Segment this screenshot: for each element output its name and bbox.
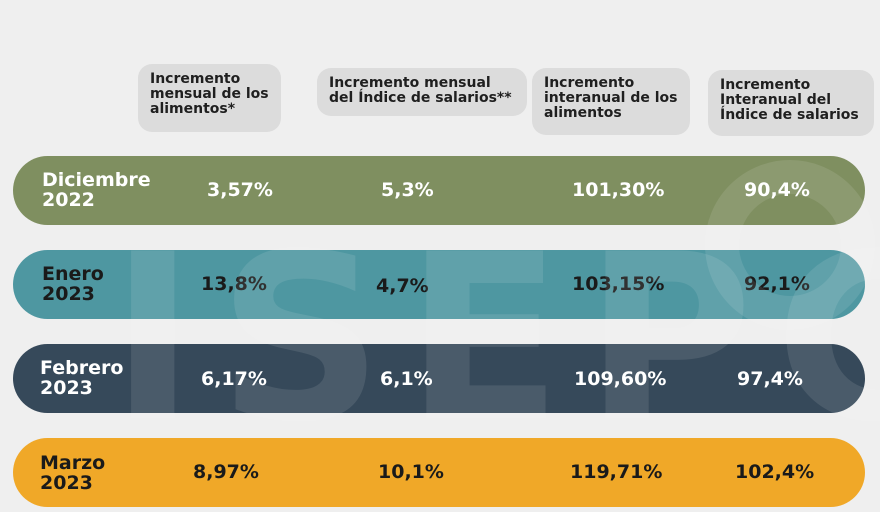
cell-yearly-food: 109,60%: [574, 368, 667, 390]
row-marzo-2023: [13, 438, 865, 507]
cell-monthly-wages: 10,1%: [378, 461, 444, 483]
header-monthly-food: Incremento mensual de los alimentos*: [138, 64, 281, 132]
header-monthly-wages-line-2: del Índice de salarios**: [329, 90, 512, 106]
row-label: Diciembre 2022: [42, 170, 151, 210]
row-label-year: 2022: [42, 189, 95, 211]
cell-monthly-food: 6,17%: [201, 368, 267, 390]
header-yearly-food-line-1: Incremento: [544, 75, 635, 91]
cell-yearly-wages: 92,1%: [744, 273, 810, 295]
cell-monthly-food: 13,8%: [201, 273, 267, 295]
cell-monthly-wages: 5,3%: [381, 179, 434, 201]
cell-monthly-food: 8,97%: [193, 461, 259, 483]
row-label-month: Enero: [42, 263, 104, 285]
row-label: Enero 2023: [42, 264, 104, 304]
header-yearly-wages-line-2: Interanual del: [720, 92, 832, 108]
header-monthly-food-line-1: Incremento: [150, 71, 241, 87]
header-monthly-food-line-3: alimentos*: [150, 101, 236, 117]
row-label-year: 2023: [42, 283, 95, 305]
cell-yearly-food: 103,15%: [572, 273, 665, 295]
row-febrero-2023: [13, 344, 865, 413]
header-yearly-wages: Incremento Interanual del Índice de sala…: [708, 70, 874, 136]
header-yearly-food-line-2: interanual de los: [544, 90, 678, 106]
header-yearly-food: Incremento interanual de los alimentos: [532, 68, 690, 135]
header-yearly-wages-line-3: Índice de salarios: [720, 107, 859, 123]
row-label-month: Marzo: [40, 452, 106, 474]
cell-monthly-food: 3,57%: [207, 179, 273, 201]
header-yearly-food-line-3: alimentos: [544, 105, 622, 121]
row-diciembre-2022: [13, 156, 865, 225]
row-label-month: Febrero: [40, 357, 124, 379]
header-monthly-wages: Incremento mensual del Índice de salario…: [317, 68, 527, 116]
row-label-month: Diciembre: [42, 169, 151, 191]
cell-yearly-wages: 97,4%: [737, 368, 803, 390]
cell-monthly-wages: 6,1%: [380, 368, 433, 390]
header-monthly-food-line-2: mensual de los: [150, 86, 269, 102]
cell-yearly-food: 119,71%: [570, 461, 663, 483]
row-label-year: 2023: [40, 472, 93, 494]
row-label: Marzo 2023: [40, 453, 105, 493]
header-yearly-wages-line-1: Incremento: [720, 77, 811, 93]
cell-yearly-food: 101,30%: [572, 179, 665, 201]
cell-monthly-wages: 4,7%: [376, 275, 429, 297]
row-label-year: 2023: [40, 377, 93, 399]
cell-yearly-wages: 102,4%: [735, 461, 815, 483]
header-monthly-wages-line-1: Incremento mensual: [329, 75, 491, 91]
row-label: Febrero 2023: [40, 358, 123, 398]
cell-yearly-wages: 90,4%: [744, 179, 810, 201]
row-enero-2023: [13, 250, 865, 319]
